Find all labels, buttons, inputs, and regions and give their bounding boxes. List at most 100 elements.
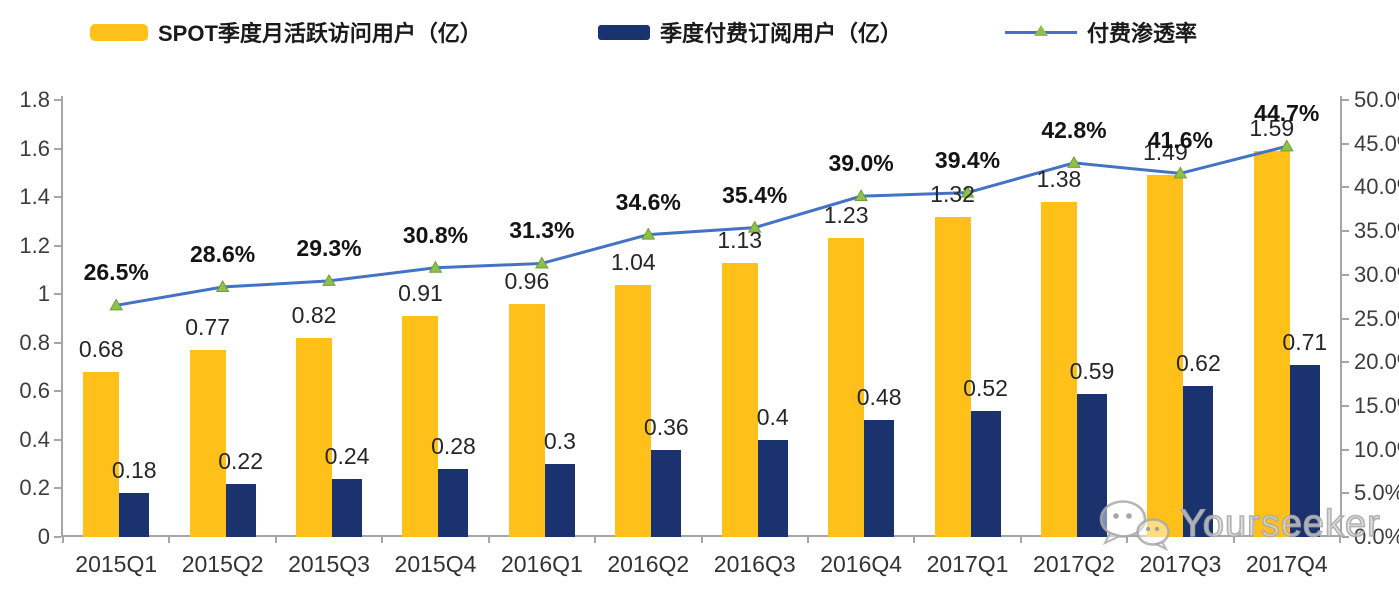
bar-paid-subscribers xyxy=(225,483,256,537)
penetration-rate-label: 42.8% xyxy=(1041,116,1107,143)
right-axis-tick xyxy=(1342,142,1349,145)
paid-value-label: 0.48 xyxy=(856,384,902,411)
mau-value-label: 0.91 xyxy=(398,280,443,307)
paid-swatch-icon xyxy=(598,24,650,40)
x-axis-category-label: 2016Q3 xyxy=(713,551,796,577)
left-axis-tick-label: 1.4 xyxy=(19,184,50,210)
legend-label-mau: SPOT季度月活跃访问用户（亿） xyxy=(158,21,482,46)
left-axis-tick-label: 1.8 xyxy=(19,87,50,112)
bar-mau xyxy=(721,262,758,537)
legend-item-paid: 季度付费订阅用户（亿） xyxy=(598,16,902,48)
legend-label-penetration: 付费渗透率 xyxy=(1087,21,1198,46)
mau-value-label: 1.13 xyxy=(717,226,763,253)
right-axis-tick-label: 10.0% xyxy=(1354,436,1399,462)
mau-swatch-icon xyxy=(90,23,148,41)
legend-item-mau: SPOT季度月活跃访问用户（亿） xyxy=(90,16,482,48)
triangle-marker-icon xyxy=(109,298,124,311)
x-axis-tick xyxy=(381,537,384,543)
right-axis-tick-label: 0.0% xyxy=(1354,524,1399,549)
paid-value-label: 0.4 xyxy=(756,403,789,430)
left-axis-tick-label: 0.8 xyxy=(19,329,50,355)
right-axis-tick xyxy=(1342,230,1349,233)
x-axis-tick xyxy=(274,537,277,543)
penetration-rate-label: 35.4% xyxy=(722,181,788,208)
right-axis-line xyxy=(1340,96,1342,537)
x-axis-category-label: 2016Q2 xyxy=(607,551,690,577)
paid-value-label: 0.71 xyxy=(1282,328,1328,355)
x-axis-tick xyxy=(594,537,597,543)
triangle-marker-icon xyxy=(641,227,656,240)
x-axis-category-label: 2017Q3 xyxy=(1139,551,1222,577)
x-axis-category-label: 2017Q2 xyxy=(1033,551,1115,577)
left-axis-tick xyxy=(54,293,61,296)
triangle-marker-icon xyxy=(1034,25,1048,36)
paid-value-label: 0.52 xyxy=(963,374,1008,401)
watermark-text: Yourseeker xyxy=(1179,502,1381,546)
right-axis-tick-label: 35.0% xyxy=(1354,218,1399,244)
bar-paid-subscribers xyxy=(438,469,469,537)
right-axis-tick-label: 5.0% xyxy=(1354,480,1399,506)
mau-value-label: 0.68 xyxy=(78,335,124,362)
left-axis-tick-label: 1 xyxy=(37,281,50,307)
penetration-rate-label: 44.7% xyxy=(1254,100,1320,127)
right-axis-tick xyxy=(1342,448,1349,451)
line-marker-swatch-icon xyxy=(1005,22,1077,42)
penetration-rate-label: 34.6% xyxy=(615,188,681,215)
bar-paid-subscribers xyxy=(757,439,788,537)
bar-mau xyxy=(83,371,120,537)
x-axis-tick xyxy=(487,537,490,543)
x-axis-tick xyxy=(913,537,916,543)
left-axis-tick-label: 0.2 xyxy=(19,475,50,501)
right-axis-tick-label: 50.0% xyxy=(1354,87,1399,112)
right-axis-tick-label: 25.0% xyxy=(1354,305,1399,331)
paid-value-label: 0.28 xyxy=(431,433,476,460)
right-axis-tick xyxy=(1342,404,1349,407)
bar-paid-subscribers xyxy=(332,478,363,537)
paid-value-label: 0.62 xyxy=(1175,350,1221,377)
left-axis-tick xyxy=(54,196,61,199)
watermark: Yourseeker xyxy=(1096,496,1381,552)
right-axis-tick-label: 30.0% xyxy=(1354,261,1399,287)
right-axis-tick-label: 15.0% xyxy=(1354,392,1399,418)
x-axis-category-label: 2016Q4 xyxy=(820,551,903,577)
paid-value-label: 0.24 xyxy=(324,442,370,469)
x-axis-tick xyxy=(806,537,809,543)
right-axis-tick xyxy=(1342,492,1349,495)
left-axis-tick-label: 0.6 xyxy=(19,378,50,404)
left-axis-tick-label: 0 xyxy=(37,524,50,549)
bar-mau xyxy=(615,284,652,537)
left-axis-tick xyxy=(54,341,61,344)
triangle-marker-icon xyxy=(854,189,868,202)
right-axis-tick-label: 45.0% xyxy=(1354,130,1399,156)
bar-paid-subscribers xyxy=(119,493,150,537)
x-axis-line xyxy=(61,535,1342,537)
x-axis-category-label: 2015Q2 xyxy=(181,551,264,577)
right-axis-tick-label: 20.0% xyxy=(1354,349,1399,375)
x-axis-tick xyxy=(168,537,171,543)
bar-paid-subscribers xyxy=(1183,386,1214,537)
left-axis-tick xyxy=(54,390,61,393)
left-axis-tick xyxy=(54,99,61,101)
paid-value-label: 0.36 xyxy=(643,413,689,440)
mau-value-label: 1.32 xyxy=(930,180,975,207)
penetration-rate-label: 30.8% xyxy=(402,221,469,248)
bar-paid-subscribers xyxy=(970,410,1001,537)
x-axis-category-label: 2016Q1 xyxy=(500,551,583,577)
wechat-icon xyxy=(1099,500,1170,552)
left-axis-tick-label: 1.2 xyxy=(19,232,50,258)
x-axis-tick xyxy=(1339,537,1341,543)
x-axis-tick xyxy=(1126,537,1129,543)
mau-value-label: 1.38 xyxy=(1036,165,1082,192)
left-axis-line xyxy=(61,96,63,537)
mau-value-label: 1.59 xyxy=(1249,114,1295,141)
triangle-marker-icon xyxy=(428,260,443,273)
bar-mau xyxy=(508,303,545,537)
mau-value-label: 1.04 xyxy=(610,248,656,275)
triangle-marker-icon xyxy=(215,280,230,293)
left-axis-tick xyxy=(54,244,61,247)
x-axis-category-label: 2017Q4 xyxy=(1245,551,1328,577)
left-axis-tick xyxy=(54,147,61,150)
penetration-rate-label: 41.6% xyxy=(1147,127,1213,154)
right-axis-tick-label: 40.0% xyxy=(1354,174,1399,200)
triangle-marker-icon xyxy=(322,273,336,286)
